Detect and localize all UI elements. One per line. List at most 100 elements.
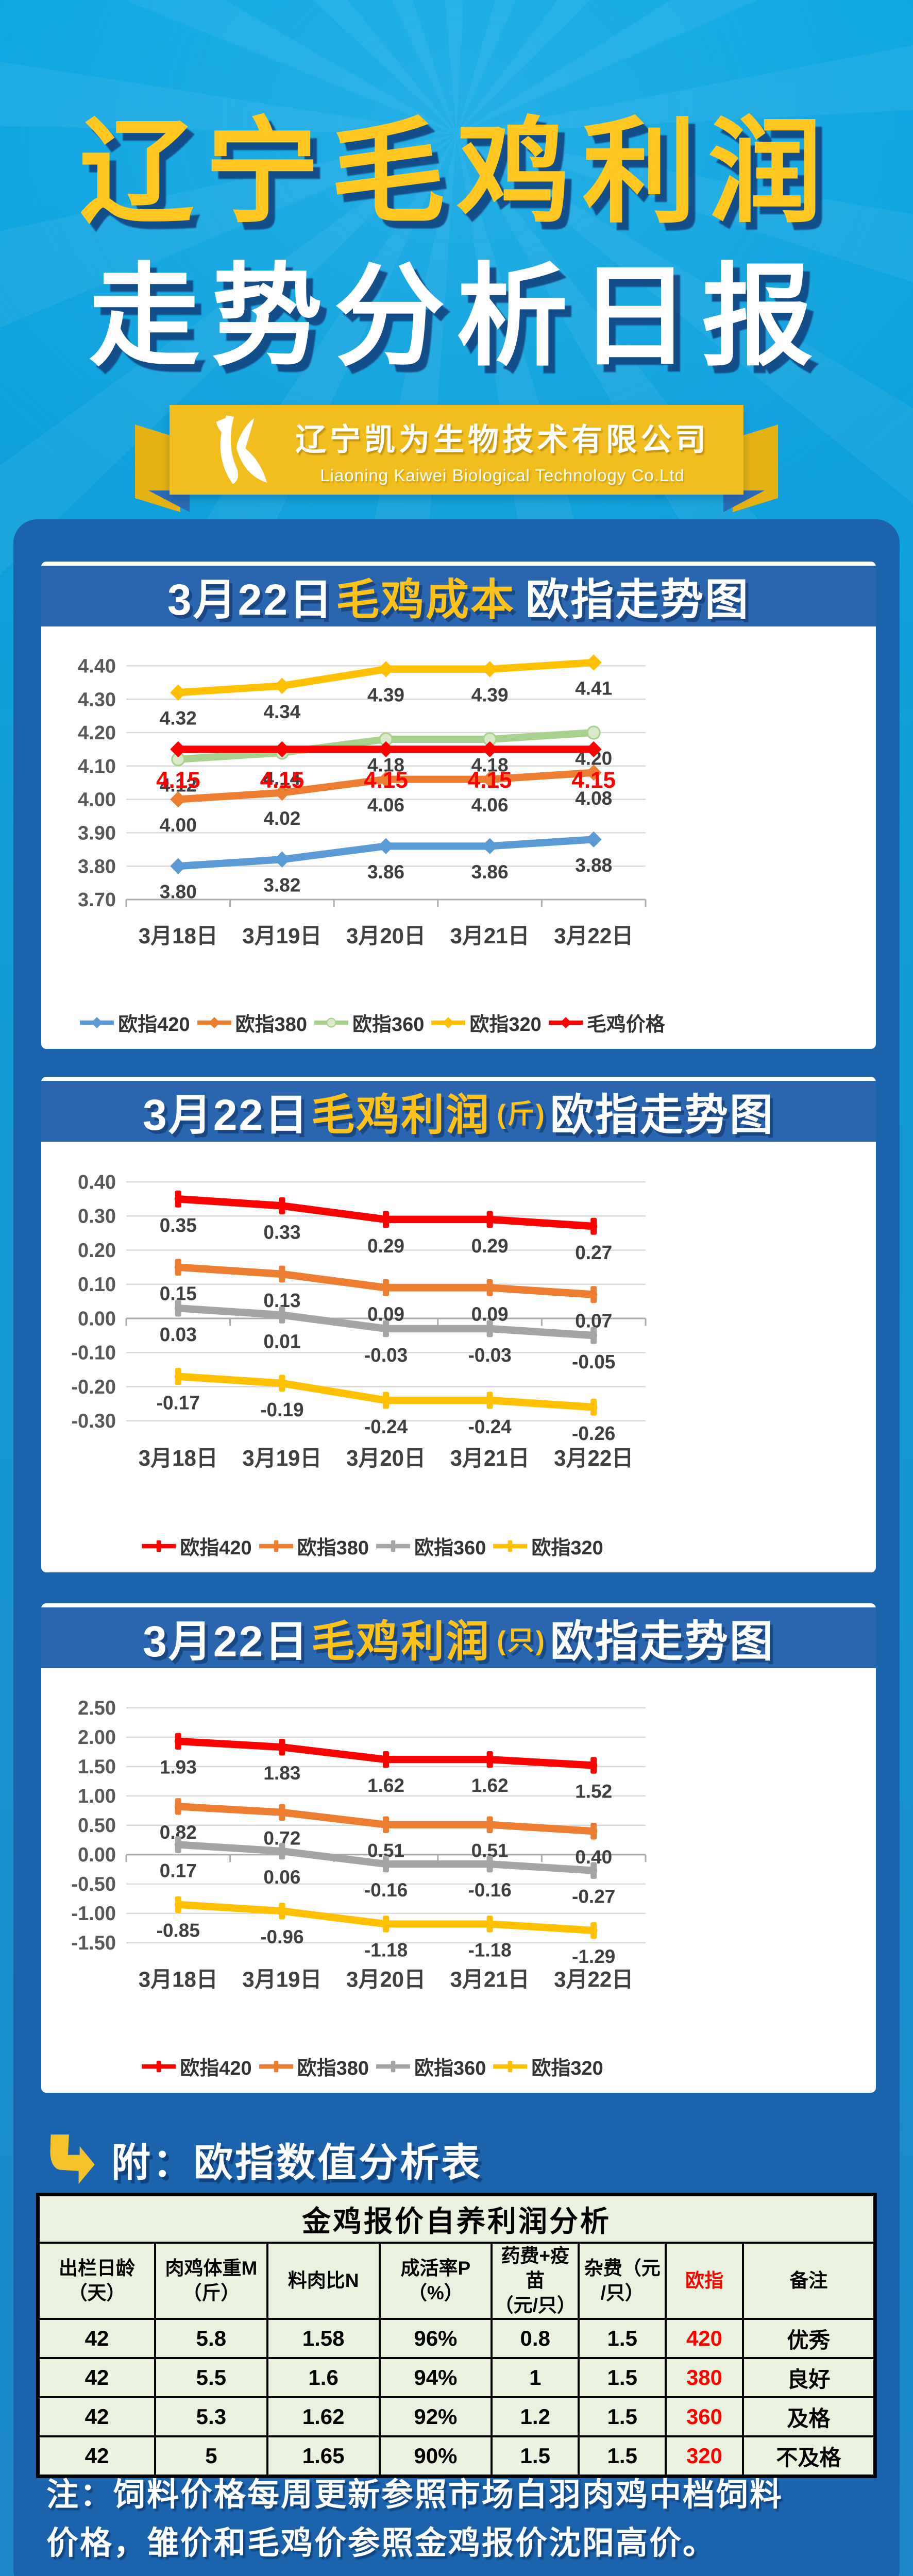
svg-text:3月20日: 3月20日 [346, 924, 426, 948]
table-cell: 94% [378, 2357, 493, 2399]
table-cell: 420 [665, 2318, 744, 2360]
table-cell: 1.65 [266, 2435, 381, 2478]
legend-label: 欧指380 [297, 2058, 369, 2079]
svg-text:3.80: 3.80 [78, 855, 116, 877]
table-cell: 42 [37, 2318, 156, 2360]
svg-text:1.93: 1.93 [160, 1756, 197, 1777]
company-name-cn: 辽宁凯为生物技术有限公司 [295, 422, 709, 457]
svg-text:-0.03: -0.03 [364, 1344, 408, 1366]
footnote-line2: 价格，雏价和毛鸡价参照金鸡报价沈阳高价。 [46, 2526, 717, 2562]
svg-text:4.15: 4.15 [156, 768, 200, 793]
profit-per-bird-line-chart: 2.50 2.00 1.50 1.00 0.50 0.00 -0.50 -1.00 -1.50 1… [41, 1668, 876, 2039]
chart-title-highlight: 毛鸡利润 [311, 1090, 491, 1139]
table-cell: 1.62 [266, 2396, 381, 2438]
svg-text:0.33: 0.33 [263, 1221, 300, 1243]
chart-title-unit: (只) [497, 1625, 546, 1656]
svg-text:4.18: 4.18 [367, 754, 404, 775]
svg-text:0.06: 0.06 [263, 1866, 300, 1888]
svg-text:4.15: 4.15 [364, 768, 408, 793]
table-cell: 92% [378, 2396, 493, 2438]
legend-item-欧指360: 欧指360 [311, 1008, 424, 1037]
legend-item-欧指420: 欧指420 [139, 1532, 252, 1560]
table-cell: 1.58 [266, 2318, 381, 2360]
legend-label: 欧指420 [180, 1537, 252, 1559]
profit-per-jin-chart-legend: 欧指420 欧指380 欧指360 欧指320 [41, 1532, 701, 1560]
svg-text:1.00: 1.00 [78, 1785, 116, 1807]
table-cell: 良好 [741, 2357, 876, 2399]
svg-text:0.40: 0.40 [78, 1171, 116, 1194]
cost-chart-title: 3月22日 毛鸡成本 欧指走势图 [41, 566, 876, 626]
legend-item-欧指320: 欧指320 [428, 1008, 542, 1037]
svg-text:4.15: 4.15 [571, 768, 616, 793]
svg-text:4.34: 4.34 [263, 701, 300, 722]
svg-text:4.30: 4.30 [78, 688, 116, 710]
svg-text:3.86: 3.86 [367, 861, 404, 883]
table-cell: 不及格 [741, 2435, 876, 2478]
svg-text:-0.30: -0.30 [71, 1410, 116, 1433]
svg-text:3月19日: 3月19日 [242, 1446, 322, 1471]
svg-text:0.27: 0.27 [575, 1242, 612, 1264]
svg-text:3.86: 3.86 [471, 861, 509, 883]
legend-marker-icon [142, 2060, 176, 2072]
svg-text:4.06: 4.06 [471, 794, 509, 816]
legend-marker-icon [431, 1016, 466, 1028]
legend-marker-icon [259, 2060, 293, 2072]
table-cell: 1.6 [266, 2357, 381, 2399]
legend-label: 欧指320 [531, 1537, 603, 1559]
legend-label: 欧指360 [414, 1537, 486, 1559]
svg-text:1.50: 1.50 [78, 1756, 116, 1778]
table-cell: 1.2 [491, 2396, 580, 2438]
svg-text:1.52: 1.52 [575, 1780, 612, 1802]
svg-text:3月18日: 3月18日 [139, 924, 218, 948]
legend-item-欧指360: 欧指360 [373, 2052, 486, 2080]
table-column-header: 成活率P （%） [378, 2241, 493, 2320]
table-row: 42 5.8 1.58 96% 0.8 1.5 420 优秀 [37, 2318, 876, 2360]
svg-text:3月22日: 3月22日 [554, 924, 633, 948]
svg-text:0.29: 0.29 [471, 1234, 509, 1257]
svg-text:0.01: 0.01 [263, 1330, 300, 1352]
profit-per-jin-line-chart: 0.40 0.30 0.20 0.10 0.00 -0.10 -0.20 -0.30 0.35 0… [41, 1142, 876, 1519]
legend-item-欧指320: 欧指320 [490, 2052, 603, 2080]
table-row: 42 5.5 1.6 94% 1 1.5 380 良好 [37, 2357, 876, 2399]
svg-text:3.70: 3.70 [78, 889, 116, 911]
svg-text:4.15: 4.15 [260, 768, 305, 793]
svg-text:-1.29: -1.29 [572, 1945, 615, 1967]
table-column-header: 杂费（元 /只） [578, 2241, 667, 2320]
svg-text:2.00: 2.00 [78, 1726, 116, 1749]
svg-text:0.00: 0.00 [78, 1844, 116, 1866]
svg-text:4.20: 4.20 [78, 722, 116, 744]
legend-marker-icon [493, 1540, 528, 1552]
table-cell: 96% [378, 2318, 493, 2360]
table-cell: 1.5 [578, 2357, 667, 2399]
svg-text:3月21日: 3月21日 [450, 924, 530, 948]
company-name-block: 辽宁凯为生物技术有限公司 Liaoning Kaiwei Biological … [295, 415, 709, 485]
svg-text:3.90: 3.90 [78, 822, 116, 844]
table-column-header: 肉鸡体重M （斤） [154, 2241, 268, 2320]
profit-per-bird-chart-title: 3月22日 毛鸡利润 (只) 欧指走势图 [41, 1607, 876, 1668]
chart-title-highlight: 毛鸡利润 [311, 1617, 491, 1666]
table-column-header: 出栏日龄 （天） [37, 2241, 156, 2320]
table-cell: 及格 [741, 2396, 876, 2438]
table-title: 金鸡报价自养利润分析 [37, 2193, 876, 2244]
table-cell: 380 [665, 2357, 744, 2399]
svg-text:0.29: 0.29 [367, 1234, 404, 1257]
svg-text:3.82: 3.82 [263, 874, 300, 896]
svg-text:-0.24: -0.24 [364, 1415, 408, 1437]
company-banner: 辽宁凯为生物技术有限公司 Liaoning Kaiwei Biological … [170, 405, 743, 495]
profit-analysis-table: 金鸡报价自养利润分析 出栏日龄 （天） 肉鸡体重M （斤） 料肉比N 成活率P （%）药… [36, 2193, 877, 2479]
chart-title-highlight: 毛鸡成本 [336, 575, 516, 624]
svg-text:3.80: 3.80 [160, 881, 197, 903]
svg-text:3月20日: 3月20日 [346, 1967, 426, 1991]
svg-text:0.30: 0.30 [78, 1205, 116, 1228]
svg-text:0.50: 0.50 [78, 1815, 116, 1837]
legend-marker-icon [142, 1540, 176, 1552]
svg-text:0.35: 0.35 [160, 1214, 197, 1236]
svg-text:-0.03: -0.03 [468, 1344, 511, 1366]
svg-text:3月18日: 3月18日 [139, 1967, 218, 1991]
svg-text:-1.00: -1.00 [71, 1903, 116, 1925]
legend-item-毛鸡价格: 毛鸡价格 [546, 1008, 665, 1037]
table-cell: 5.3 [154, 2396, 268, 2438]
legend-label: 欧指320 [469, 1014, 542, 1036]
legend-item-欧指380: 欧指380 [256, 2052, 369, 2080]
